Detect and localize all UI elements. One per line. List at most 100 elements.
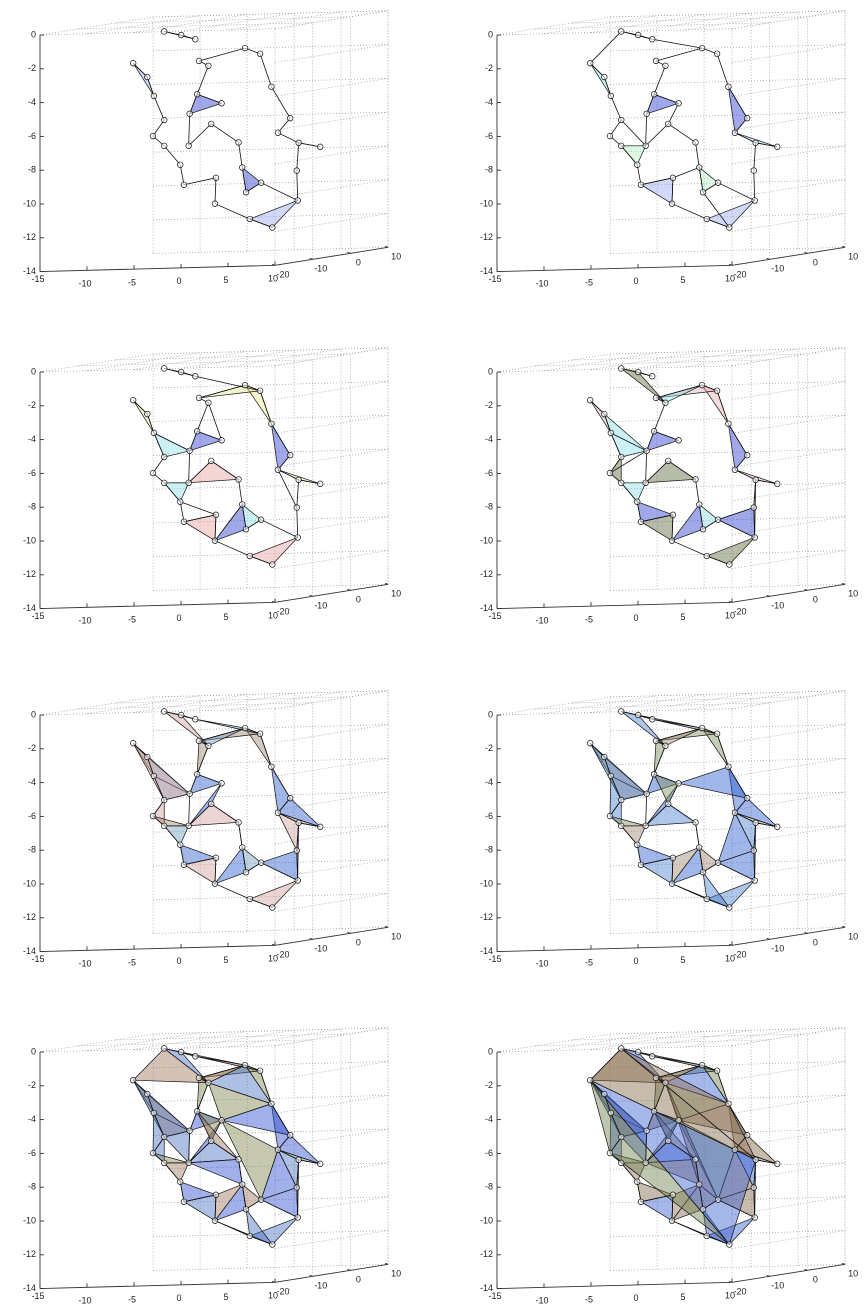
y-tick-label: -10 — [771, 1281, 784, 1291]
vertex-point — [274, 809, 282, 816]
simplex-triangle — [670, 503, 704, 542]
vertex-point — [212, 174, 220, 181]
vertex-point — [293, 504, 300, 511]
z-tick-label: -12 — [23, 912, 36, 922]
grid-line — [153, 44, 389, 52]
grid-line — [153, 78, 389, 85]
simplex-edge — [298, 479, 321, 485]
vertex-point — [731, 1146, 739, 1153]
grid-line — [731, 1230, 846, 1249]
tick-mark — [841, 925, 846, 928]
z-tick-label: -2 — [28, 1080, 36, 1090]
vertex-point — [185, 479, 192, 486]
grid-line — [153, 1230, 389, 1238]
vertex-point — [634, 841, 641, 848]
grid-line — [496, 1033, 611, 1053]
vertex-point — [211, 200, 219, 207]
vertex-point — [161, 1133, 168, 1141]
grid-line — [590, 694, 705, 713]
tick-mark — [766, 937, 770, 940]
simplex-edge — [163, 825, 181, 845]
tick-mark — [271, 1280, 276, 1283]
vertex-point — [618, 1045, 625, 1052]
grid-line — [180, 1029, 295, 1049]
simplex-edge — [198, 47, 246, 62]
tick-mark — [384, 925, 389, 928]
simplex-triangle — [183, 514, 217, 542]
simplex-edge — [653, 65, 666, 95]
vertex-point — [211, 880, 219, 887]
grid-line — [153, 482, 389, 490]
vertex-point — [241, 724, 249, 732]
axis-line — [274, 1263, 389, 1283]
simplex-edge — [716, 1070, 729, 1104]
vertex-point — [692, 139, 699, 146]
vertex-point — [703, 895, 710, 903]
z-tick-label: -4 — [485, 1114, 493, 1124]
grid-line — [610, 78, 846, 85]
simplex-edge — [132, 742, 148, 758]
axis-line — [39, 944, 276, 953]
vertex-point — [662, 62, 669, 69]
vertex-point — [205, 1079, 212, 1086]
grid-line — [115, 353, 351, 361]
simplex-edge — [296, 142, 300, 171]
simplex-edge — [241, 504, 247, 530]
simplex-edge — [249, 218, 273, 228]
vertex-point — [239, 164, 246, 171]
simplex-edge — [179, 1181, 185, 1202]
simplex-edge — [734, 1134, 748, 1150]
z-tick-label: -6 — [485, 811, 493, 821]
simplex-edge — [146, 756, 155, 777]
simplex-edge — [296, 822, 300, 851]
vertex-point — [713, 50, 721, 57]
simplex-edge — [146, 1093, 155, 1114]
simplex-edge — [153, 432, 190, 452]
simplex-edge — [603, 1093, 612, 1114]
simplex-edge — [277, 812, 299, 824]
simplex-edge — [589, 1079, 605, 1095]
vertex-point — [185, 822, 192, 829]
grid-line — [274, 516, 389, 536]
simplex-edge — [753, 822, 757, 851]
vertex-point — [634, 498, 641, 505]
simplex-edge — [298, 1159, 321, 1165]
grid-line — [153, 179, 389, 187]
grid-line — [543, 15, 658, 35]
grid-line — [153, 1027, 389, 1035]
simplex-edge — [755, 1159, 778, 1165]
grid-line — [274, 893, 389, 912]
simplex-edge — [146, 413, 155, 434]
vertex-point — [161, 822, 168, 830]
vertex-point — [726, 1241, 733, 1248]
vertex-point — [256, 1067, 264, 1074]
vertex-point — [618, 142, 625, 150]
vertex-point — [606, 1149, 614, 1157]
vertex-point — [192, 373, 199, 380]
x-tick-label: 5 — [223, 275, 228, 285]
y-tick-label: -20 — [276, 1287, 289, 1297]
grid-line — [731, 859, 846, 879]
y-tick-label: 0 — [356, 595, 361, 605]
simplex-triangle — [163, 825, 190, 846]
y-tick-label: -10 — [314, 944, 327, 954]
tick-mark — [804, 251, 808, 254]
vertex-point — [177, 161, 184, 168]
vertex-point — [618, 1159, 625, 1167]
simplex-edge — [671, 177, 674, 204]
vertex-point — [726, 224, 733, 231]
grid-line — [39, 353, 154, 373]
x-tick-label: 0 — [633, 1293, 638, 1303]
simplex-edge — [163, 145, 181, 165]
simplex-triangle — [248, 537, 298, 565]
simplex-edge — [636, 501, 642, 522]
simplex-edge — [277, 132, 299, 144]
simplex-edge — [271, 86, 291, 119]
vertex-point — [696, 1181, 703, 1188]
z-tick-label: -8 — [28, 845, 36, 855]
vertex-point — [130, 740, 137, 747]
simplex-edge — [603, 76, 612, 97]
grid-line — [39, 28, 276, 36]
tick-mark — [347, 931, 351, 934]
